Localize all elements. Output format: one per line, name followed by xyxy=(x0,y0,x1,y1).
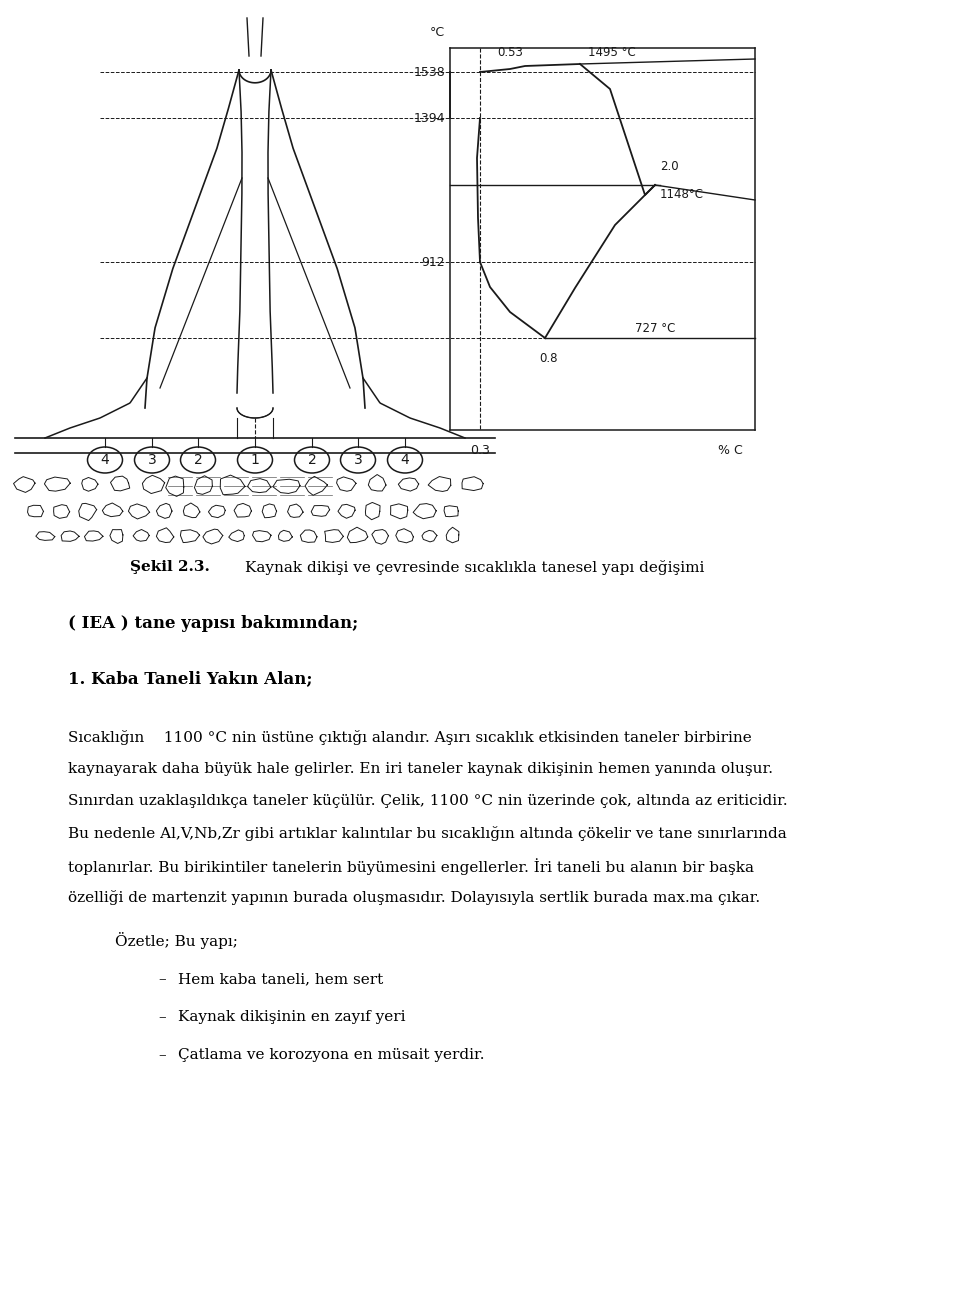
Text: 0.3: 0.3 xyxy=(470,444,490,457)
Text: 0.53: 0.53 xyxy=(497,45,523,58)
Text: 912: 912 xyxy=(421,256,445,269)
Text: °C: °C xyxy=(430,27,445,40)
Ellipse shape xyxy=(134,447,170,473)
Text: 2.0: 2.0 xyxy=(660,160,679,173)
Text: Özetle; Bu yapı;: Özetle; Bu yapı; xyxy=(115,932,238,949)
Text: Hem kaba taneli, hem sert: Hem kaba taneli, hem sert xyxy=(178,972,383,986)
Text: –: – xyxy=(158,1048,166,1062)
Text: 3: 3 xyxy=(353,453,362,467)
Text: Şekil 2.3.: Şekil 2.3. xyxy=(130,560,210,574)
Text: 0.8: 0.8 xyxy=(539,352,557,365)
Text: kaynayarak daha büyük hale gelirler. En iri taneler kaynak dikişinin hemen yanın: kaynayarak daha büyük hale gelirler. En … xyxy=(68,762,773,776)
Ellipse shape xyxy=(341,447,375,473)
Text: özelliği de martenzit yapının burada oluşmasıdır. Dolayısıyla sertlik burada max: özelliği de martenzit yapının burada olu… xyxy=(68,889,760,905)
Text: Kaynak dikişi ve çevresinde sıcaklıkla tanesel yapı değişimi: Kaynak dikişi ve çevresinde sıcaklıkla t… xyxy=(245,560,705,574)
Text: Sınırdan uzaklaşıldıkça taneler küçülür. Çelik, 1100 °C nin üzerinde çok, altınd: Sınırdan uzaklaşıldıkça taneler küçülür.… xyxy=(68,794,787,808)
Text: Bu nedenle Al,V,Nb,Zr gibi artıklar kalıntılar bu sıcaklığın altında çökelir ve : Bu nedenle Al,V,Nb,Zr gibi artıklar kalı… xyxy=(68,826,787,840)
Text: 2: 2 xyxy=(194,453,203,467)
Text: 3: 3 xyxy=(148,453,156,467)
Text: –: – xyxy=(158,972,166,986)
Text: Kaynak dikişinin en zayıf yeri: Kaynak dikişinin en zayıf yeri xyxy=(178,1010,405,1024)
Text: 1394: 1394 xyxy=(414,111,445,124)
Text: –: – xyxy=(158,1010,166,1024)
Text: 2: 2 xyxy=(307,453,317,467)
Text: ( IEA ) tane yapısı bakımından;: ( IEA ) tane yapısı bakımından; xyxy=(68,615,358,633)
Ellipse shape xyxy=(237,447,273,473)
Ellipse shape xyxy=(87,447,123,473)
Text: 4: 4 xyxy=(400,453,409,467)
Text: 1: 1 xyxy=(251,453,259,467)
Ellipse shape xyxy=(388,447,422,473)
Text: 1495 °C: 1495 °C xyxy=(588,45,636,58)
Text: 727 °C: 727 °C xyxy=(635,321,676,334)
Ellipse shape xyxy=(180,447,215,473)
Text: Çatlama ve korozyona en müsait yerdir.: Çatlama ve korozyona en müsait yerdir. xyxy=(178,1048,485,1062)
Text: 1148°C: 1148°C xyxy=(660,188,704,201)
Ellipse shape xyxy=(295,447,329,473)
Text: % C: % C xyxy=(718,444,742,457)
Text: toplanırlar. Bu birikintiler tanelerin büyümesini engellerler. İri taneli bu ala: toplanırlar. Bu birikintiler tanelerin b… xyxy=(68,859,754,875)
Text: 1. Kaba Taneli Yakın Alan;: 1. Kaba Taneli Yakın Alan; xyxy=(68,670,313,687)
Text: 4: 4 xyxy=(101,453,109,467)
Text: 1538: 1538 xyxy=(413,66,445,79)
Text: Sıcaklığın    1100 °C nin üstüne çıktığı alandır. Aşırı sıcaklık etkisinden tane: Sıcaklığın 1100 °C nin üstüne çıktığı al… xyxy=(68,729,752,745)
